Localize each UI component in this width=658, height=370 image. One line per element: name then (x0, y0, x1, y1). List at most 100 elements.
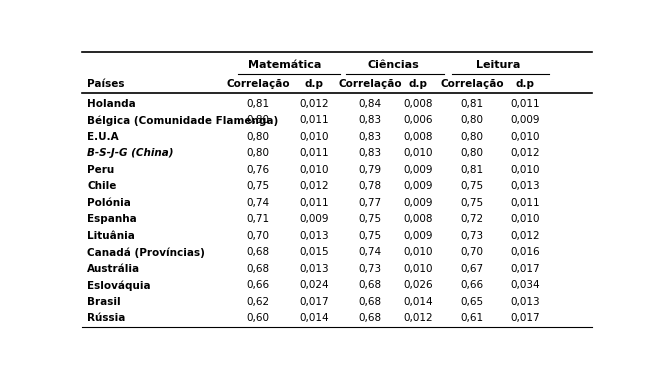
Text: 0,71: 0,71 (247, 214, 270, 224)
Text: Canadá (Províncias): Canadá (Províncias) (88, 247, 205, 258)
Text: 0,75: 0,75 (359, 214, 382, 224)
Text: 0,83: 0,83 (359, 132, 382, 142)
Text: Espanha: Espanha (88, 214, 137, 224)
Text: Brasil: Brasil (88, 297, 121, 307)
Text: 0,79: 0,79 (359, 165, 382, 175)
Text: 0,61: 0,61 (461, 313, 484, 323)
Text: 0,81: 0,81 (461, 165, 484, 175)
Text: 0,75: 0,75 (461, 198, 484, 208)
Text: 0,65: 0,65 (461, 297, 484, 307)
Text: 0,80: 0,80 (247, 115, 270, 125)
Text: Holanda: Holanda (88, 98, 136, 108)
Text: 0,010: 0,010 (299, 132, 329, 142)
Text: Lituânia: Lituânia (88, 231, 136, 241)
Text: 0,013: 0,013 (299, 264, 329, 274)
Text: Rússia: Rússia (88, 313, 126, 323)
Text: 0,008: 0,008 (403, 214, 432, 224)
Text: 0,016: 0,016 (510, 247, 540, 257)
Text: 0,009: 0,009 (510, 115, 540, 125)
Text: 0,026: 0,026 (403, 280, 432, 290)
Text: Matemática: Matemática (248, 60, 321, 70)
Text: 0,74: 0,74 (359, 247, 382, 257)
Text: 0,034: 0,034 (510, 280, 540, 290)
Text: 0,75: 0,75 (461, 181, 484, 191)
Text: 0,011: 0,011 (510, 198, 540, 208)
Text: B-S-J-G (China): B-S-J-G (China) (88, 148, 174, 158)
Text: 0,008: 0,008 (403, 132, 432, 142)
Text: 0,81: 0,81 (247, 98, 270, 108)
Text: d.p: d.p (409, 78, 427, 88)
Text: 0,009: 0,009 (403, 231, 432, 241)
Text: 0,80: 0,80 (461, 115, 484, 125)
Text: 0,80: 0,80 (461, 148, 484, 158)
Text: 0,009: 0,009 (403, 181, 432, 191)
Text: 0,80: 0,80 (247, 132, 270, 142)
Text: 0,008: 0,008 (403, 98, 432, 108)
Text: 0,67: 0,67 (461, 264, 484, 274)
Text: 0,76: 0,76 (247, 165, 270, 175)
Text: 0,017: 0,017 (299, 297, 329, 307)
Text: 0,83: 0,83 (359, 115, 382, 125)
Text: 0,017: 0,017 (510, 313, 540, 323)
Text: 0,60: 0,60 (247, 313, 270, 323)
Text: 0,010: 0,010 (510, 132, 540, 142)
Text: 0,83: 0,83 (359, 148, 382, 158)
Text: 0,010: 0,010 (510, 165, 540, 175)
Text: 0,75: 0,75 (247, 181, 270, 191)
Text: 0,77: 0,77 (359, 198, 382, 208)
Text: Países: Países (88, 78, 125, 88)
Text: 0,80: 0,80 (461, 132, 484, 142)
Text: 0,78: 0,78 (359, 181, 382, 191)
Text: 0,024: 0,024 (299, 280, 329, 290)
Text: 0,017: 0,017 (510, 264, 540, 274)
Text: 0,010: 0,010 (403, 148, 432, 158)
Text: 0,010: 0,010 (403, 247, 432, 257)
Text: Austrália: Austrália (88, 264, 140, 274)
Text: 0,68: 0,68 (359, 280, 382, 290)
Text: 0,73: 0,73 (359, 264, 382, 274)
Text: 0,010: 0,010 (510, 214, 540, 224)
Text: Leitura: Leitura (476, 60, 520, 70)
Text: 0,70: 0,70 (247, 231, 270, 241)
Text: 0,81: 0,81 (461, 98, 484, 108)
Text: 0,009: 0,009 (299, 214, 329, 224)
Text: Peru: Peru (88, 165, 114, 175)
Text: 0,84: 0,84 (359, 98, 382, 108)
Text: 0,012: 0,012 (403, 313, 432, 323)
Text: E.U.A: E.U.A (88, 132, 119, 142)
Text: 0,68: 0,68 (247, 247, 270, 257)
Text: 0,62: 0,62 (247, 297, 270, 307)
Text: 0,013: 0,013 (510, 297, 540, 307)
Text: Bélgica (Comunidade Flamenga): Bélgica (Comunidade Flamenga) (88, 115, 278, 125)
Text: Ciências: Ciências (368, 60, 420, 70)
Text: 0,75: 0,75 (359, 231, 382, 241)
Text: 0,011: 0,011 (299, 148, 329, 158)
Text: 0,68: 0,68 (247, 264, 270, 274)
Text: 0,012: 0,012 (510, 148, 540, 158)
Text: 0,010: 0,010 (299, 165, 329, 175)
Text: 0,013: 0,013 (510, 181, 540, 191)
Text: 0,012: 0,012 (299, 181, 329, 191)
Text: d.p: d.p (515, 78, 534, 88)
Text: Chile: Chile (88, 181, 116, 191)
Text: 0,010: 0,010 (403, 264, 432, 274)
Text: 0,74: 0,74 (247, 198, 270, 208)
Text: 0,009: 0,009 (403, 165, 432, 175)
Text: 0,70: 0,70 (461, 247, 484, 257)
Text: 0,011: 0,011 (299, 115, 329, 125)
Text: 0,80: 0,80 (247, 148, 270, 158)
Text: 0,68: 0,68 (359, 297, 382, 307)
Text: 0,012: 0,012 (510, 231, 540, 241)
Text: 0,009: 0,009 (403, 198, 432, 208)
Text: 0,66: 0,66 (461, 280, 484, 290)
Text: d.p: d.p (305, 78, 324, 88)
Text: 0,73: 0,73 (461, 231, 484, 241)
Text: 0,66: 0,66 (247, 280, 270, 290)
Text: 0,014: 0,014 (403, 297, 432, 307)
Text: 0,006: 0,006 (403, 115, 432, 125)
Text: Correlação: Correlação (441, 78, 504, 88)
Text: 0,72: 0,72 (461, 214, 484, 224)
Text: 0,012: 0,012 (299, 98, 329, 108)
Text: Polónia: Polónia (88, 198, 131, 208)
Text: Correlação: Correlação (226, 78, 290, 88)
